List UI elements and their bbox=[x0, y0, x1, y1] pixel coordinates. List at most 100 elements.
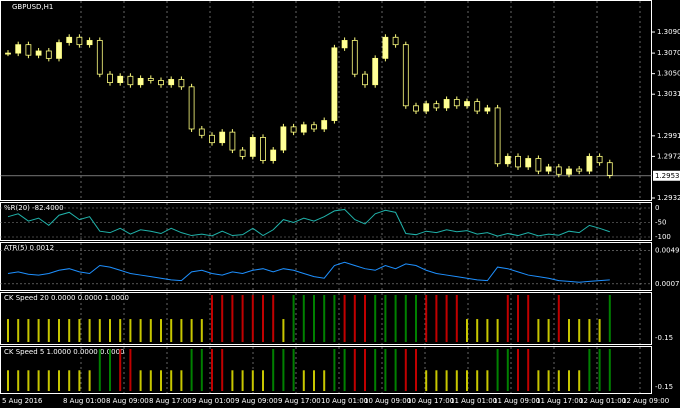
candle-body bbox=[413, 105, 419, 112]
speed-bar bbox=[139, 319, 142, 342]
candle-body bbox=[443, 99, 450, 109]
candle-body bbox=[321, 120, 328, 130]
speed-bar bbox=[262, 295, 264, 342]
speed-bar bbox=[506, 349, 509, 391]
speed-bar bbox=[364, 295, 366, 342]
candle-body bbox=[25, 44, 32, 56]
speed-bar bbox=[466, 370, 468, 391]
candle-body bbox=[351, 40, 358, 75]
speed-bar bbox=[588, 349, 591, 391]
speed-bar bbox=[384, 295, 387, 342]
speed-bar bbox=[557, 370, 560, 391]
speed-bar bbox=[272, 349, 275, 391]
speed-bar bbox=[323, 370, 326, 391]
candle-body bbox=[127, 75, 134, 86]
speed-bar bbox=[374, 349, 377, 391]
speed-bar bbox=[149, 370, 152, 391]
speed-bar bbox=[180, 319, 183, 342]
speed-bar bbox=[608, 295, 611, 342]
speed-bar bbox=[68, 319, 71, 342]
candle-body bbox=[311, 124, 317, 130]
speed-bar bbox=[343, 295, 346, 342]
speed-bar bbox=[557, 295, 560, 342]
speed-bar bbox=[425, 370, 428, 391]
candle-body bbox=[290, 126, 297, 133]
speed-bar bbox=[527, 295, 530, 342]
speed-bar bbox=[486, 319, 489, 342]
candle-body bbox=[168, 79, 175, 86]
candle-body bbox=[66, 36, 73, 43]
speed-bar bbox=[211, 349, 213, 391]
y-tick-label: -50 bbox=[655, 219, 666, 227]
candle-body bbox=[362, 73, 368, 86]
candle-body bbox=[117, 75, 124, 84]
candle-body bbox=[249, 137, 256, 157]
candle-body bbox=[15, 44, 22, 54]
candle-body bbox=[270, 149, 277, 161]
x-tick-label: 10 Aug 09:00 bbox=[364, 397, 411, 405]
speed-bar bbox=[353, 295, 356, 342]
speed-bar bbox=[27, 370, 30, 391]
candle-body bbox=[239, 149, 246, 157]
x-tick-label: 5 Aug 2016 bbox=[2, 397, 43, 405]
speed-bar bbox=[251, 370, 254, 391]
speed-bar bbox=[302, 370, 305, 391]
speed-bar bbox=[394, 349, 397, 391]
candle-body bbox=[566, 168, 572, 175]
speed-bar bbox=[170, 370, 173, 391]
candle-body bbox=[545, 166, 552, 172]
speed-bar bbox=[415, 295, 417, 342]
speed-bar bbox=[119, 319, 122, 342]
x-tick-label: 11 Aug 01:00 bbox=[450, 397, 497, 405]
speed-bar bbox=[333, 349, 336, 391]
speed-bar bbox=[292, 349, 295, 391]
speed-bar bbox=[313, 295, 315, 342]
candle-body bbox=[5, 52, 11, 55]
current-price-label: 1.29536 bbox=[655, 172, 680, 180]
speed-bar bbox=[547, 319, 550, 342]
speed-bar bbox=[272, 295, 275, 342]
speed-bar bbox=[598, 319, 601, 342]
speed-bar bbox=[496, 319, 499, 342]
candle-body bbox=[606, 162, 613, 176]
speed-bar bbox=[68, 370, 71, 391]
speed-bar bbox=[568, 370, 570, 391]
speed-bar bbox=[98, 319, 101, 342]
speed-bar bbox=[78, 370, 81, 391]
candle-body bbox=[35, 50, 42, 56]
speed-bar bbox=[200, 349, 203, 391]
speed-bar bbox=[578, 370, 581, 391]
x-tick-label: 9 Aug 17:00 bbox=[278, 397, 321, 405]
panel-title: ATR(5) 0.0012 bbox=[4, 244, 54, 252]
y-tick-label: 1.30700 bbox=[657, 49, 680, 57]
speed-bar bbox=[415, 349, 417, 391]
candle-body bbox=[229, 131, 236, 151]
candle-body bbox=[341, 40, 348, 49]
speed-bar bbox=[282, 349, 285, 391]
speed-bar bbox=[47, 370, 50, 391]
candle-body bbox=[372, 57, 379, 86]
x-tick-label: 8 Aug 01:00 bbox=[63, 397, 106, 405]
candle-body bbox=[280, 126, 287, 151]
candle-body bbox=[504, 155, 511, 165]
speed-bar bbox=[170, 319, 173, 342]
speed-bar bbox=[537, 370, 540, 391]
speed-bar bbox=[211, 295, 213, 342]
candle-body bbox=[86, 40, 93, 46]
speed-bar bbox=[486, 370, 489, 391]
speed-bar bbox=[496, 349, 499, 391]
speed-bar bbox=[547, 370, 550, 391]
x-tick-label: 10 Aug 17:00 bbox=[407, 397, 454, 405]
speed-bar bbox=[88, 370, 91, 391]
candle-body bbox=[484, 107, 491, 112]
speed-bar bbox=[109, 319, 111, 342]
candle-body bbox=[107, 73, 113, 84]
speed-bar bbox=[598, 349, 601, 391]
speed-bar bbox=[17, 319, 20, 342]
speed-bar bbox=[129, 349, 132, 391]
speed-bar bbox=[37, 370, 40, 391]
candle-body bbox=[596, 155, 603, 164]
speed-bar bbox=[568, 319, 570, 342]
y-tick-label: 0.0049 bbox=[655, 246, 680, 254]
